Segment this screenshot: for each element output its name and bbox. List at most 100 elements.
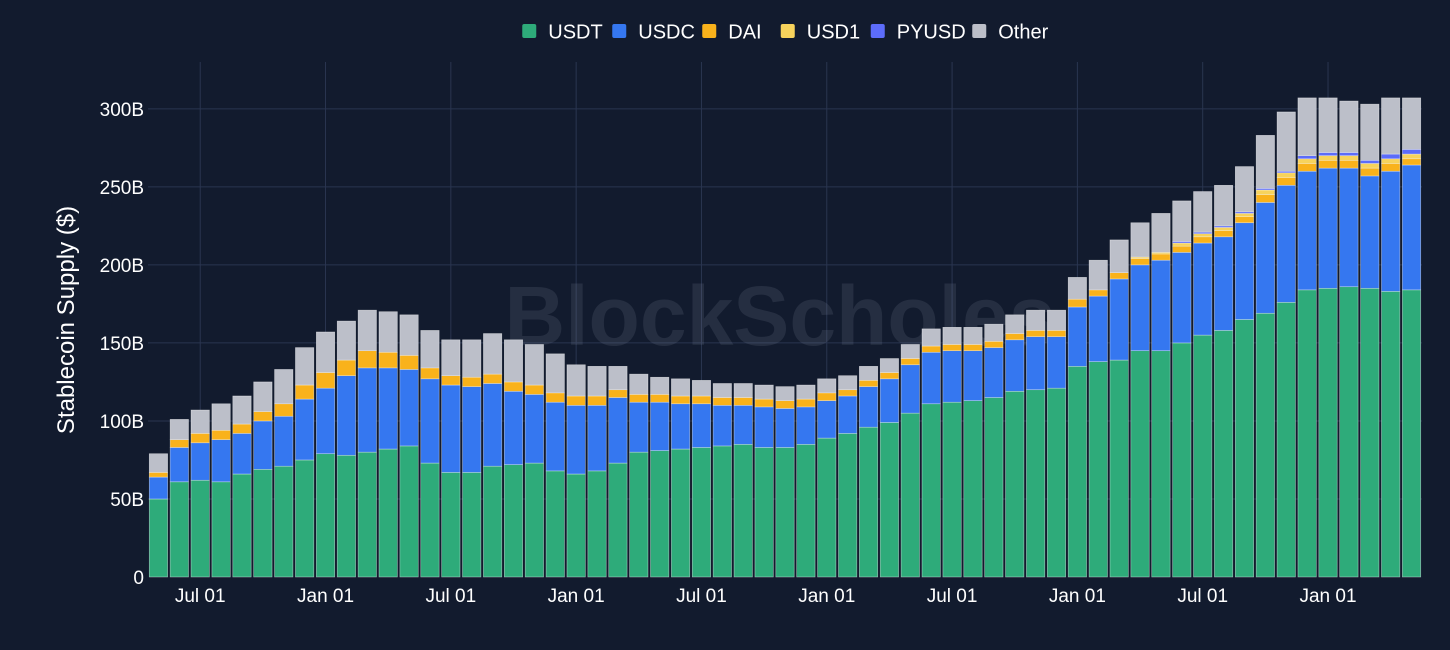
bar-usd1 (1214, 227, 1234, 231)
bar-dai (859, 380, 879, 387)
bar-dai (817, 392, 837, 401)
bar-stack (1026, 309, 1046, 578)
bar-stack (1130, 222, 1150, 578)
bar-usdc (190, 442, 210, 481)
y-tick-label: 150B (100, 334, 144, 355)
bar-other (1214, 184, 1234, 227)
y-axis-title: Stablecoin Supply ($) (53, 206, 80, 434)
bar-stack (733, 383, 753, 578)
bar-other (1193, 191, 1213, 233)
bar-stack (963, 326, 983, 578)
bar-other (963, 326, 983, 345)
legend-item-usd1[interactable]: USD1 (780, 22, 860, 44)
bar-usd1 (1318, 155, 1338, 161)
bar-stack (357, 309, 377, 578)
bar-stack (671, 378, 691, 578)
bar-dai (378, 351, 398, 369)
y-tick-label: 200B (100, 256, 144, 277)
bar-usdc (1130, 264, 1150, 352)
bar-usdt (1172, 342, 1192, 578)
bar-usdc (1151, 259, 1171, 352)
bar-stack (796, 384, 816, 578)
bar-usdc (253, 420, 273, 470)
bar-usdc (671, 403, 691, 450)
bar-stack (1276, 111, 1296, 578)
x-tick-label: Jan 01 (548, 586, 605, 607)
bar-usdc (733, 405, 753, 445)
legend-item-dai[interactable]: DAI (702, 22, 762, 44)
bar-stack (879, 358, 899, 578)
bar-stack (921, 328, 941, 578)
bar-dai (336, 359, 356, 376)
bar-usdt (274, 465, 294, 578)
bar-usdt (817, 437, 837, 578)
bar-other (1047, 309, 1066, 331)
legend-label: USDT (548, 22, 602, 44)
bar-other (378, 311, 398, 353)
legend[interactable]: USDT USDC DAI USD1 PYUSD Other (522, 22, 1049, 44)
bar-other (148, 453, 168, 473)
bar-other (1088, 259, 1108, 291)
bar-usdc (1172, 252, 1192, 344)
bar-other (1067, 277, 1087, 300)
bar-usdt (566, 473, 586, 578)
bar-dai (399, 355, 419, 370)
bar-usdt (963, 400, 983, 578)
bar-other (671, 378, 691, 397)
bar-other (1005, 314, 1025, 334)
bar-stack (1088, 259, 1108, 578)
bar-stack (211, 403, 231, 578)
y-tick-label: 50B (110, 490, 144, 511)
bar-usdt (357, 451, 377, 578)
legend-label: USD1 (807, 22, 860, 44)
bar-dai (1381, 163, 1401, 172)
bar-dai (754, 398, 774, 408)
legend-item-pyusd[interactable]: PYUSD (870, 22, 966, 44)
x-tick-label: Jan 01 (1049, 586, 1106, 607)
bar-other (984, 323, 1004, 342)
legend-swatch (522, 24, 537, 38)
bar-stack (712, 383, 732, 578)
bar-stack (274, 369, 294, 578)
bar-dai (775, 400, 795, 409)
bar-dai (420, 367, 440, 380)
bar-usdt (1214, 330, 1234, 578)
bar-usdc (336, 375, 356, 456)
bar-dai (1005, 333, 1025, 341)
bar-other (1255, 135, 1275, 189)
legend-item-usdt[interactable]: USDT (522, 22, 603, 44)
bar-usdc (1381, 170, 1401, 292)
legend-label: DAI (728, 22, 761, 44)
bar-dai (712, 397, 732, 406)
bar-usdt (1067, 366, 1087, 578)
bar-usdc (608, 397, 628, 464)
bar-usdt (336, 454, 356, 578)
bar-pyusd (1318, 152, 1338, 156)
bar-usdc (524, 394, 544, 464)
bar-usdc (1067, 306, 1087, 367)
bar-usdt (524, 462, 544, 578)
bar-other (1234, 166, 1254, 213)
bar-stack (524, 344, 544, 578)
bar-usdt (691, 447, 711, 578)
bar-usdc (357, 367, 377, 453)
bar-other (1026, 309, 1046, 331)
bar-usdt (483, 465, 503, 578)
bar-stack (420, 330, 440, 578)
bar-usdc (232, 433, 252, 475)
bar-dai (1130, 258, 1150, 266)
x-axis-ticks: Jul 01 Jan 01 Jul 01 Jan 01 Jul 01 Jan 01 Jul … (175, 586, 1357, 607)
bar-stack (462, 339, 482, 578)
bar-stack (232, 395, 252, 578)
bar-usdt (1026, 389, 1046, 578)
bar-usd1 (1360, 163, 1380, 169)
bar-usdc (1234, 222, 1254, 320)
bar-other (712, 383, 732, 398)
bar-usdt (650, 450, 670, 578)
legend-item-usdc[interactable]: USDC (612, 22, 695, 44)
legend-item-other[interactable]: Other (972, 22, 1049, 44)
bar-stack (691, 380, 711, 578)
bar-other (190, 409, 210, 434)
bar-dai (608, 389, 628, 398)
